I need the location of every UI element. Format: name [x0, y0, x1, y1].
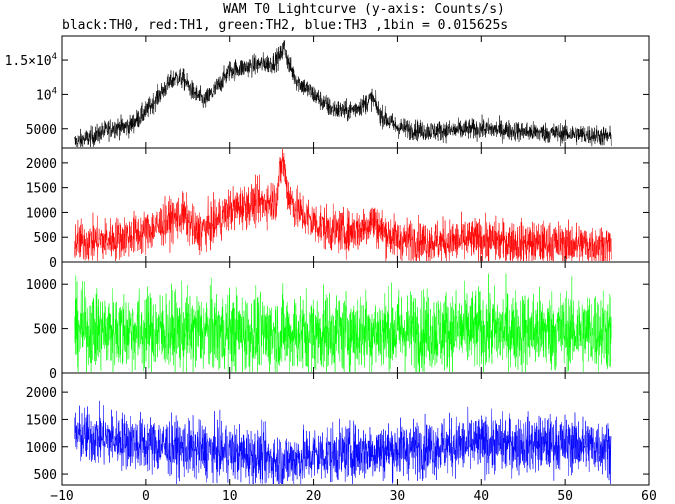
y-tick-label: 500 — [34, 468, 57, 483]
series-line-th2 — [74, 273, 612, 373]
panel-th0: 5000 104 1.5×104 — [5, 35, 650, 149]
x-tick-label: −10 — [50, 489, 73, 504]
y-tick-label: 2000 — [26, 157, 57, 172]
x-tick-label: 50 — [557, 489, 573, 504]
panel-th3: 500 1000 1500 2000 — [26, 372, 650, 486]
chart-panels: 50001041.5×10405001000150020000500100050… — [5, 35, 650, 486]
series-line-th0 — [74, 40, 612, 148]
y-tick-label: 500 — [34, 231, 57, 246]
panel-frame — [61, 372, 650, 486]
chart-title: WAM T0 Lightcurve (y-axis: Counts/s) — [223, 2, 505, 17]
series-line-th3 — [74, 400, 612, 485]
x-tick-label: 0 — [142, 489, 150, 504]
x-tick-label: 60 — [641, 489, 657, 504]
y-tick-label: 1.5×104 — [5, 52, 57, 69]
y-tick-label: 0 — [49, 367, 57, 382]
x-tick-label: 30 — [390, 489, 406, 504]
panel-th2: 0 500 1000 — [26, 261, 650, 382]
x-tick-label: 10 — [222, 489, 238, 504]
y-tick-label: 1500 — [26, 182, 57, 197]
y-tick-label: 1500 — [26, 413, 57, 428]
x-axis: −10 0 10 20 30 40 50 60 — [50, 489, 657, 504]
x-tick-label: 40 — [473, 489, 489, 504]
panel-frame — [61, 35, 650, 149]
y-tick-label: 1000 — [26, 441, 57, 456]
y-tick-label: 104 — [36, 86, 57, 103]
y-tick-label: 500 — [34, 323, 57, 338]
y-tick-label: 2000 — [26, 386, 57, 401]
series-line-th1 — [74, 148, 612, 262]
y-tick-label: 1000 — [26, 278, 57, 293]
chart-legend-subtitle: black:TH0, red:TH1, green:TH2, blue:TH3 … — [62, 18, 508, 33]
y-tick-label: 5000 — [26, 123, 57, 138]
panel-th1: 0 500 1000 1500 2000 — [26, 147, 650, 271]
y-tick-label: 1000 — [26, 206, 57, 221]
x-tick-label: 20 — [306, 489, 322, 504]
y-tick-label: 0 — [49, 256, 57, 271]
